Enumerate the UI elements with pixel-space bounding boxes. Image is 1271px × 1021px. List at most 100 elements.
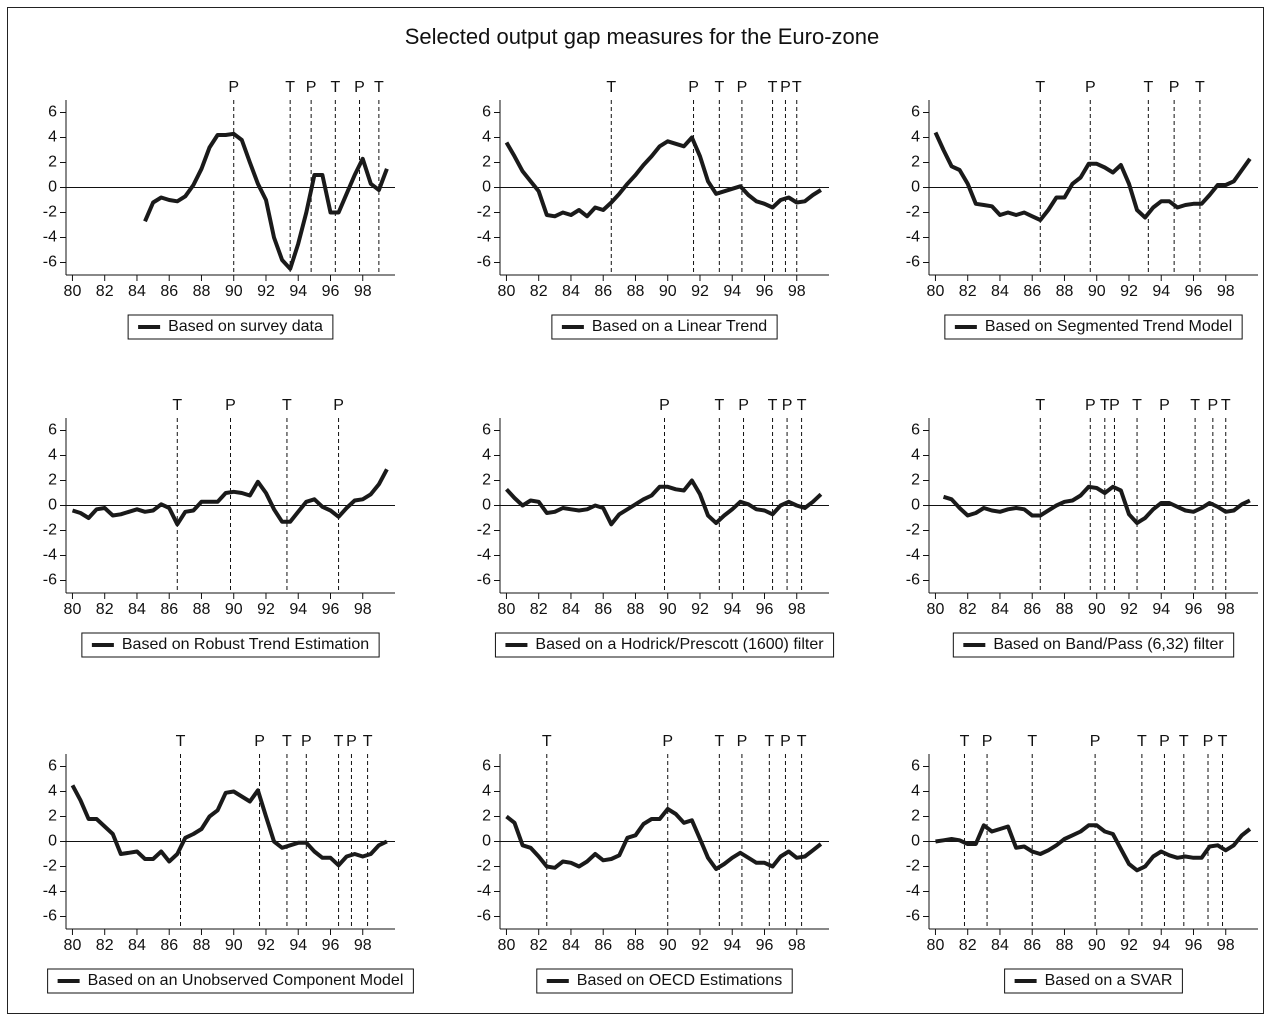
x-tick-label: 86 bbox=[594, 937, 612, 954]
y-tick-label: -2 bbox=[43, 204, 57, 221]
y-tick-label: 0 bbox=[48, 497, 57, 514]
x-tick-label: 94 bbox=[1152, 601, 1170, 618]
x-tick-label: 98 bbox=[354, 601, 372, 618]
legend-label: Based on Segmented Trend Model bbox=[985, 318, 1232, 335]
x-tick-label: 94 bbox=[1152, 283, 1170, 300]
legend-label: Based on Band/Pass (6,32) filter bbox=[993, 636, 1224, 653]
y-tick-label: -2 bbox=[477, 522, 491, 539]
turning-point-label: P bbox=[782, 397, 793, 414]
x-tick-label: 82 bbox=[959, 601, 977, 618]
turning-point-label: T bbox=[282, 397, 292, 414]
turning-point-label: P bbox=[354, 79, 365, 96]
x-tick-label: 82 bbox=[959, 283, 977, 300]
legend: Based on a SVAR bbox=[1004, 968, 1183, 994]
y-tick-label: 0 bbox=[48, 179, 57, 196]
y-tick-label: 0 bbox=[482, 497, 491, 514]
turning-point-label: T bbox=[363, 733, 373, 750]
turning-point-label: T bbox=[1190, 397, 1200, 414]
y-tick-label: 6 bbox=[911, 422, 920, 439]
x-tick-label: 82 bbox=[959, 937, 977, 954]
turning-point-label: T bbox=[1137, 733, 1147, 750]
x-tick-label: 86 bbox=[1023, 601, 1041, 618]
turning-point-label: P bbox=[306, 79, 317, 96]
x-tick-label: 96 bbox=[322, 283, 340, 300]
x-tick-label: 88 bbox=[1056, 937, 1074, 954]
legend: Based on Robust Trend Estimation bbox=[81, 632, 380, 658]
turning-point-label: T bbox=[714, 79, 724, 96]
x-tick-label: 92 bbox=[1120, 937, 1138, 954]
x-tick-label: 90 bbox=[1088, 937, 1106, 954]
y-tick-label: -4 bbox=[43, 547, 57, 564]
x-tick-label: 82 bbox=[96, 937, 114, 954]
legend-box bbox=[536, 968, 793, 994]
turning-point-label: P bbox=[333, 397, 344, 414]
legend-label: Based on a Hodrick/Prescott (1600) filte… bbox=[535, 636, 824, 653]
series-line bbox=[505, 478, 823, 527]
series-line bbox=[935, 823, 1252, 873]
legend: Based on an Unobserved Component Model bbox=[47, 968, 414, 994]
x-tick-label: 88 bbox=[1056, 601, 1074, 618]
x-tick-label: 80 bbox=[498, 283, 516, 300]
turning-point-label: T bbox=[330, 79, 340, 96]
y-tick-label: -2 bbox=[477, 858, 491, 875]
legend: Based on OECD Estimations bbox=[536, 968, 793, 994]
turning-point-label: T bbox=[1132, 397, 1142, 414]
legend-box bbox=[47, 968, 414, 994]
x-tick-label: 96 bbox=[756, 937, 774, 954]
turning-point-label: P bbox=[738, 397, 749, 414]
legend-box bbox=[127, 314, 334, 340]
y-tick-label: -4 bbox=[43, 883, 57, 900]
y-tick-label: 2 bbox=[911, 472, 920, 489]
x-tick-label: 88 bbox=[1056, 283, 1074, 300]
x-tick-label: 92 bbox=[1120, 283, 1138, 300]
x-tick-label: 84 bbox=[128, 601, 146, 618]
y-tick-label: 6 bbox=[911, 104, 920, 121]
series-line bbox=[504, 135, 822, 219]
x-tick-label: 96 bbox=[756, 283, 774, 300]
turning-point-label: T bbox=[764, 733, 774, 750]
y-tick-label: -2 bbox=[906, 522, 920, 539]
x-tick-label: 82 bbox=[530, 283, 548, 300]
turning-point-label: T bbox=[1218, 733, 1228, 750]
x-tick-label: 80 bbox=[927, 601, 945, 618]
turning-point-label: P bbox=[225, 397, 236, 414]
legend-label: Based on a SVAR bbox=[1045, 972, 1173, 989]
x-tick-label: 98 bbox=[1217, 283, 1235, 300]
y-tick-label: -2 bbox=[43, 858, 57, 875]
x-tick-label: 80 bbox=[498, 937, 516, 954]
turning-point-label: P bbox=[1085, 397, 1096, 414]
x-tick-label: 86 bbox=[1023, 937, 1041, 954]
turning-point-label: P bbox=[982, 733, 993, 750]
x-tick-label: 90 bbox=[659, 601, 677, 618]
y-tick-label: 0 bbox=[911, 497, 920, 514]
x-tick-label: 90 bbox=[225, 937, 243, 954]
y-tick-label: 2 bbox=[482, 154, 491, 171]
x-tick-label: 90 bbox=[1088, 601, 1106, 618]
turning-point-label: P bbox=[301, 733, 312, 750]
x-tick-label: 92 bbox=[257, 601, 275, 618]
series-line bbox=[505, 807, 823, 871]
x-tick-label: 88 bbox=[193, 283, 211, 300]
y-tick-label: 6 bbox=[482, 422, 491, 439]
series-line bbox=[942, 484, 1251, 525]
y-tick-label: -6 bbox=[906, 572, 920, 589]
y-tick-label: -4 bbox=[43, 229, 57, 246]
x-tick-label: 86 bbox=[1023, 283, 1041, 300]
legend-box bbox=[952, 632, 1235, 658]
legend: Based on a Hodrick/Prescott (1600) filte… bbox=[494, 632, 835, 658]
y-tick-label: 6 bbox=[48, 104, 57, 121]
x-tick-label: 88 bbox=[627, 937, 645, 954]
y-tick-label: -6 bbox=[43, 254, 57, 271]
turning-point-label: P bbox=[688, 79, 699, 96]
legend: Based on survey data bbox=[127, 314, 334, 340]
x-tick-label: 80 bbox=[64, 283, 82, 300]
y-tick-label: 4 bbox=[482, 129, 491, 146]
turning-point-label: T bbox=[714, 733, 724, 750]
x-tick-label: 84 bbox=[128, 283, 146, 300]
y-tick-label: 6 bbox=[482, 104, 491, 121]
turning-point-label: T bbox=[792, 79, 802, 96]
turning-point-label: P bbox=[1085, 79, 1096, 96]
y-tick-label: 2 bbox=[482, 472, 491, 489]
legend-label: Based on OECD Estimations bbox=[577, 972, 782, 989]
